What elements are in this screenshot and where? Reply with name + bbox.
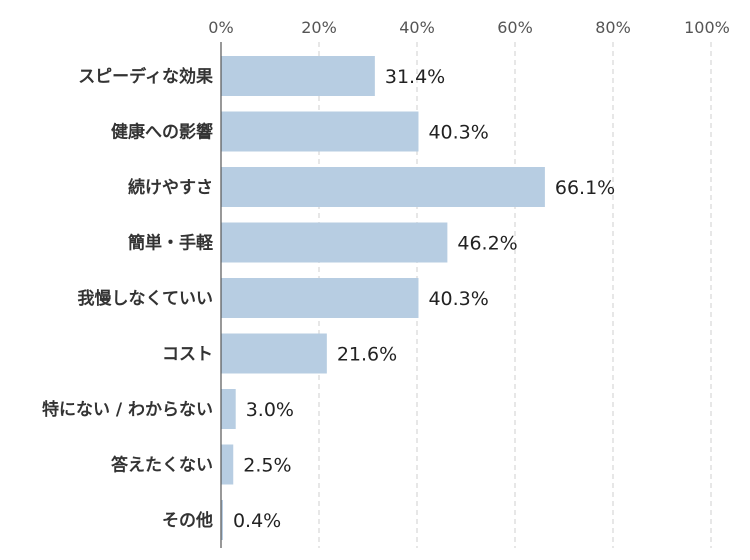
x-tick-label: 0% bbox=[208, 18, 233, 37]
value-label: 66.1% bbox=[555, 177, 615, 199]
x-tick-label: 40% bbox=[399, 18, 435, 37]
category-label: コスト bbox=[162, 345, 213, 365]
bar bbox=[221, 111, 419, 152]
value-label: 40.3% bbox=[428, 122, 488, 144]
x-tick-label: 60% bbox=[497, 18, 533, 37]
value-label: 21.6% bbox=[337, 344, 397, 366]
category-label: 特にない / わからない bbox=[42, 399, 213, 420]
bar bbox=[221, 222, 448, 263]
bars-layer bbox=[221, 56, 545, 540]
value-label: 0.4% bbox=[233, 510, 281, 532]
value-label: 31.4% bbox=[385, 66, 445, 88]
category-label: 続けやすさ bbox=[128, 177, 213, 198]
bar bbox=[221, 444, 234, 485]
value-labels: 31.4% 40.3% 66.1% 46.2% 40.3% 21.6% 3.0% 2.5% 0.… bbox=[233, 66, 615, 532]
category-label: その他 bbox=[162, 510, 213, 531]
bar bbox=[221, 389, 236, 429]
bar bbox=[221, 167, 545, 207]
value-label: 46.2% bbox=[457, 233, 517, 255]
value-label: 3.0% bbox=[246, 399, 294, 421]
x-tick-label: 20% bbox=[301, 18, 337, 37]
category-label: 健康への影響 bbox=[111, 122, 213, 143]
value-label: 2.5% bbox=[243, 455, 291, 477]
category-label: 簡単・手軽 bbox=[127, 233, 214, 254]
bar bbox=[221, 333, 327, 374]
category-labels: スピーディな効果健康への影響続けやすさ簡単・手軽我慢しなくていいコスト特にない … bbox=[42, 66, 214, 531]
category-label: スピーディな効果 bbox=[78, 66, 213, 87]
bar bbox=[221, 278, 419, 318]
bar bbox=[221, 500, 223, 540]
x-tick-label: 80% bbox=[595, 18, 631, 37]
category-label: 我慢しなくていい bbox=[78, 288, 214, 309]
bar bbox=[221, 56, 375, 96]
x-tick-label: 100% bbox=[684, 18, 730, 37]
value-label: 40.3% bbox=[428, 288, 488, 310]
category-label: 答えたくない bbox=[111, 455, 213, 476]
x-tick-labels: 0% 20% 40% 60% 80% 100% bbox=[208, 18, 730, 37]
